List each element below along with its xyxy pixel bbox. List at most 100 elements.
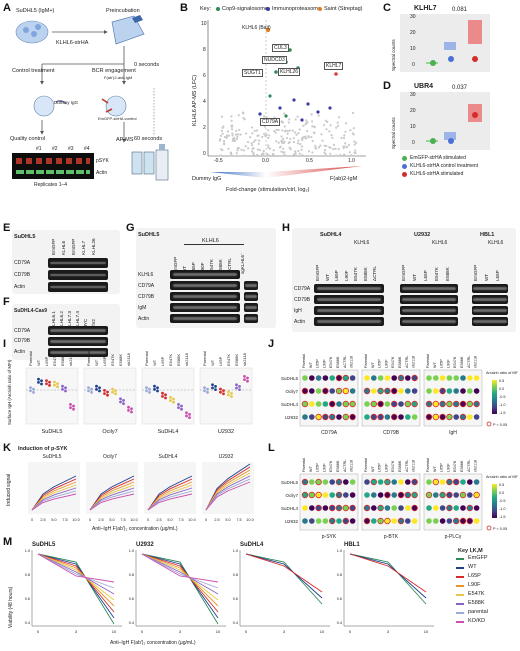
heat-cell [426,479,432,485]
m-key-swatch [456,585,464,587]
background-protein-point [230,119,233,122]
background-protein-point [289,137,292,141]
k-xtick: 2.5 [156,518,161,522]
heat-col-label: E547K [391,460,395,472]
background-protein-point [329,152,332,155]
k-series-line [147,490,193,511]
background-protein-point [280,135,283,138]
heat-cell [425,491,433,499]
quality-control-label: Quality control [10,136,46,142]
background-protein-point [295,154,298,157]
m-series-line [37,553,115,613]
k-series-line [205,478,251,511]
heat-cell [473,388,480,394]
background-protein-point [328,130,331,133]
heat-cell [329,517,336,525]
m-series-line [141,553,219,613]
g-row-1: KLHL6 [138,272,154,278]
panel-label-j: J [268,338,275,350]
panel-e-blot: SuDHL5 EmGFP KLHL6 EmGFP KLHL7 KLHL26 CD… [12,230,120,294]
colorbar-tick: 0.0 [499,387,504,391]
m-key-label: E588K [468,600,485,606]
heat-cell [432,478,439,486]
k-series-line [205,481,251,511]
heat-cell [473,479,480,485]
m-cell-title: SuDHL4 [240,542,264,548]
heat-cell [473,518,480,524]
k-series-line [89,478,135,511]
m-series-line [349,553,427,599]
heat-cell [315,413,322,421]
heat-cell [452,478,460,486]
i-facet-bg [25,367,79,425]
i-col-label: Parental [144,351,149,366]
h-cell-1: SuDHL4 [320,232,342,238]
i-point [169,399,172,402]
gene-nudcd3: NUDCD3 [262,56,287,64]
heat-cell [342,387,349,395]
m-ytick: 1.0 [25,549,30,553]
heat-cell [405,518,411,524]
m-ytick: 1.0 [233,549,238,553]
i-col-label: E547K [168,354,173,366]
m-series-line [141,553,219,601]
b-xlabel: Fold-change (stimulation/ctrl, log₂) [226,187,310,193]
heat-cell [349,400,356,408]
i-point [243,375,246,378]
b-legend-3: Saint (Streptag) [324,6,363,12]
background-protein-point [282,137,285,140]
heat-cell [446,478,453,486]
i-point [222,389,225,392]
heat-cell [349,518,356,524]
i-point [188,413,191,416]
h-lane-a-1: EmGFP [315,264,320,281]
background-protein-point [317,114,320,117]
heat-cell [439,479,446,485]
background-protein-point [274,131,277,134]
background-protein-point [347,143,350,147]
b-ylabel: KLHL6 AP-MS (LFC) [192,74,198,126]
i-col-label: sh2118 [242,352,247,366]
background-protein-point [335,126,338,129]
i-cell-label: SuDHL4 [158,429,179,435]
heat-cell [473,400,480,408]
heat-cell [391,479,397,485]
background-protein-point [223,142,226,145]
heat-col-label: L65P [440,359,444,368]
i-point [188,416,191,419]
highlighted-protein-point [274,70,278,74]
cd-legend-dot-1 [402,156,407,161]
panel-m-plot: SuDHL5 0.4 0.6 0.8 1.0 0 3 10 U2932 0.4 0.6 0.8 1.0 0… [22,538,442,642]
heat-cell [363,387,371,395]
background-protein-point [227,147,230,150]
g-cell: SuDHL5 [138,232,160,238]
background-protein-point [332,147,335,151]
heat-cell [329,413,336,421]
m-ytick: 0.6 [25,597,30,601]
background-protein-point [305,119,308,122]
background-protein-point [219,134,223,137]
background-protein-point [251,144,254,147]
e-lane-4: KLHL7 [81,240,86,255]
heat-cell [302,414,308,420]
background-protein-point [292,137,296,140]
heat-cell [405,375,411,381]
background-protein-point [235,129,238,132]
m-series-line [349,553,427,605]
m-series-line [37,553,115,625]
background-protein-point [292,140,295,144]
heat-cell [411,400,418,408]
heat-cell [411,518,418,524]
p-note-symbol [486,421,492,427]
f-row-1: CD79A [14,328,31,334]
d-ytick-20: 20 [410,108,416,114]
heat-cell [398,401,404,407]
f-row-2: CD79B [14,338,31,344]
background-protein-point [352,127,355,130]
heat-cell [342,374,349,382]
i-point [177,403,180,406]
background-protein-point [280,141,284,144]
m-xlabel: Anti–IgH F(ab')₂ concentration (µg/mL) [110,640,196,646]
i-facet-bg [141,367,195,425]
heat-cell [363,517,371,525]
